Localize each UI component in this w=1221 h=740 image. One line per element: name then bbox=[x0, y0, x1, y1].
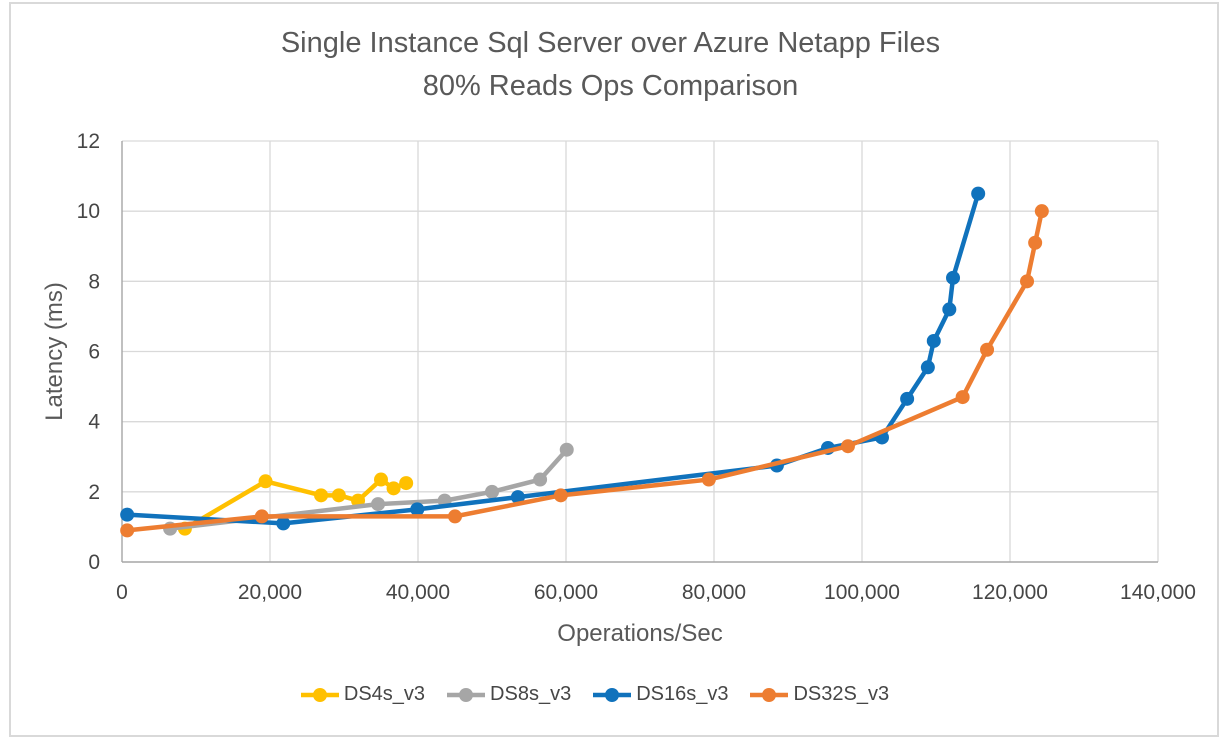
y-tick-label: 4 bbox=[88, 411, 100, 434]
series-marker-DS4s_v3 bbox=[374, 472, 388, 487]
x-tick-label: 140,000 bbox=[1120, 581, 1196, 604]
series-marker-DS16s_v3 bbox=[926, 333, 941, 348]
series-marker-DS16s_v3 bbox=[971, 186, 986, 201]
series-line-DS16s_v3 bbox=[124, 191, 981, 526]
x-tick-label: 80,000 bbox=[682, 581, 746, 604]
legend-item-DS4s_v3: DS4s_v3 bbox=[300, 683, 426, 706]
x-tick-label: 0 bbox=[116, 581, 128, 604]
series-marker-DS32S_v3 bbox=[955, 390, 970, 405]
legend-marker-DS8s_v3-icon bbox=[447, 687, 486, 702]
series-marker-DS32S_v3 bbox=[254, 509, 269, 524]
series-marker-DS16s_v3 bbox=[920, 360, 935, 375]
series-marker-DS32S_v3 bbox=[1020, 274, 1035, 289]
y-tick-label: 12 bbox=[77, 130, 100, 153]
series-marker-DS8s_v3 bbox=[533, 472, 548, 487]
x-axis-title: Operations/Sec bbox=[557, 620, 722, 647]
series-marker-DS8s_v3 bbox=[485, 484, 499, 499]
x-tick-label: 40,000 bbox=[386, 581, 450, 604]
y-tick-label: 8 bbox=[88, 270, 100, 293]
x-tick-label: 100,000 bbox=[824, 581, 900, 604]
y-axis-title: Latency (ms) bbox=[41, 282, 68, 421]
chart-title-line2: 80% Reads Ops Comparison bbox=[422, 70, 799, 102]
series-marker-DS16s_v3 bbox=[410, 502, 425, 517]
series-marker-DS16s_v3 bbox=[900, 391, 915, 406]
y-tick-label: 6 bbox=[88, 341, 100, 364]
series-marker-DS32S_v3 bbox=[1028, 235, 1043, 250]
series-marker-DS4s_v3 bbox=[258, 474, 273, 489]
legend-marker-DS4s_v3-icon bbox=[300, 687, 339, 702]
legend-marker-DS32S_v3-icon bbox=[750, 687, 789, 702]
series-marker-DS4s_v3 bbox=[399, 476, 414, 491]
y-tick-label: 10 bbox=[77, 200, 100, 223]
chart-legend: DS4s_v3 DS8s_v3 DS16s_v3 DS32S_v3 bbox=[0, 683, 1190, 706]
legend-label-DS4s_v3: DS4s_v3 bbox=[343, 683, 426, 705]
series-marker-DS32S_v3 bbox=[701, 472, 716, 487]
legend-label-DS8s_v3: DS8s_v3 bbox=[490, 683, 572, 705]
series-marker-DS8s_v3 bbox=[559, 442, 574, 457]
x-tick-label: 20,000 bbox=[238, 581, 302, 604]
series-marker-DS32S_v3 bbox=[553, 488, 568, 503]
chart-title: Single Instance Sql Server over Azure Ne… bbox=[0, 22, 1221, 108]
legend-item-DS8s_v3: DS8s_v3 bbox=[447, 683, 571, 706]
series-marker-DS32S_v3 bbox=[980, 342, 995, 357]
y-tick-label: 2 bbox=[88, 481, 100, 504]
series-marker-DS32S_v3 bbox=[1034, 204, 1049, 219]
series-marker-DS4s_v3 bbox=[314, 488, 329, 503]
x-tick-label: 120,000 bbox=[972, 581, 1048, 604]
x-tick-label: 60,000 bbox=[534, 581, 598, 604]
series-marker-DS16s_v3 bbox=[510, 490, 525, 505]
legend-label-DS32S_v3: DS32S_v3 bbox=[793, 683, 890, 705]
series-marker-DS32S_v3 bbox=[840, 439, 855, 454]
series-marker-DS16s_v3 bbox=[276, 516, 291, 531]
y-tick-label: 0 bbox=[88, 551, 100, 574]
legend-item-DS32S_v3: DS32S_v3 bbox=[750, 683, 889, 706]
series-marker-DS8s_v3 bbox=[371, 497, 386, 512]
series-marker-DS4s_v3 bbox=[386, 481, 401, 496]
chart-title-line1: Single Instance Sql Server over Azure Ne… bbox=[280, 27, 941, 59]
series-marker-DS32S_v3 bbox=[120, 523, 135, 538]
legend-marker-DS16s_v3-icon bbox=[593, 687, 632, 702]
legend-item-DS16s_v3: DS16s_v3 bbox=[593, 683, 728, 706]
series-marker-DS4s_v3 bbox=[331, 488, 346, 503]
series-marker-DS16s_v3 bbox=[946, 270, 961, 285]
series-marker-DS16s_v3 bbox=[120, 507, 135, 522]
series-marker-DS32S_v3 bbox=[448, 509, 462, 524]
legend-label-DS16s_v3: DS16s_v3 bbox=[636, 683, 729, 705]
series-marker-DS16s_v3 bbox=[942, 302, 957, 317]
